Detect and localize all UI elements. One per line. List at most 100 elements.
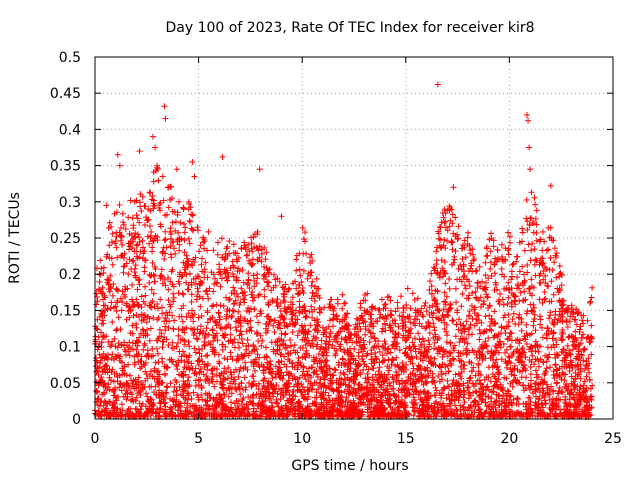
data-point: [487, 265, 494, 272]
data-point: [170, 290, 177, 297]
data-point: [542, 400, 549, 407]
data-point: [135, 234, 142, 241]
data-point: [97, 257, 104, 264]
data-point: [298, 381, 305, 388]
data-point: [106, 219, 113, 226]
data-point: [126, 372, 133, 379]
data-point: [293, 256, 300, 263]
data-point: [589, 284, 596, 291]
data-point: [482, 259, 489, 266]
data-point: [192, 349, 199, 356]
data-point: [467, 374, 474, 381]
data-point: [133, 212, 140, 219]
data-point: [444, 332, 451, 339]
data-point: [167, 251, 174, 258]
data-point: [155, 177, 162, 184]
data-point: [167, 225, 174, 232]
data-point: [526, 386, 533, 393]
data-point: [250, 373, 257, 380]
data-point: [177, 219, 184, 226]
data-point: [286, 285, 293, 292]
data-point: [228, 399, 235, 406]
data-point: [491, 270, 498, 277]
data-point: [185, 338, 192, 345]
data-point: [154, 350, 161, 357]
data-point: [116, 229, 123, 236]
data-point: [273, 382, 280, 389]
data-point: [342, 300, 349, 307]
data-point: [188, 298, 195, 305]
data-point: [414, 312, 421, 319]
data-point: [216, 261, 223, 268]
data-point: [472, 372, 479, 379]
data-point: [195, 288, 202, 295]
data-point: [368, 333, 375, 340]
data-point: [529, 240, 536, 247]
data-point: [210, 288, 217, 295]
data-point: [357, 300, 364, 307]
data-point: [170, 294, 177, 301]
data-point: [217, 372, 224, 379]
data-point: [175, 332, 182, 339]
data-point: [96, 278, 103, 285]
data-point: [339, 291, 346, 298]
data-point: [309, 314, 316, 321]
data-point: [368, 304, 375, 311]
data-point: [552, 311, 559, 318]
data-point: [226, 238, 233, 245]
data-point: [205, 295, 212, 302]
data-point: [475, 360, 482, 367]
data-point: [532, 201, 539, 208]
data-point: [564, 324, 571, 331]
data-point: [448, 362, 455, 369]
data-point: [196, 293, 203, 300]
data-point: [260, 370, 267, 377]
data-point: [418, 349, 425, 356]
data-point: [233, 327, 240, 334]
data-point: [311, 297, 318, 304]
data-point: [361, 345, 368, 352]
data-point: [129, 214, 136, 221]
data-point: [495, 392, 502, 399]
data-point: [199, 295, 206, 302]
data-point: [543, 381, 550, 388]
data-point: [109, 230, 116, 237]
data-point: [440, 273, 447, 280]
data-point: [579, 334, 586, 341]
data-point: [267, 358, 274, 365]
data-point: [464, 234, 471, 241]
data-point: [224, 277, 231, 284]
data-point: [510, 310, 517, 317]
data-point: [205, 228, 212, 235]
data-point: [307, 322, 314, 329]
data-point: [161, 256, 168, 263]
data-point: [524, 226, 531, 233]
data-point: [588, 322, 595, 329]
data-point: [253, 313, 260, 320]
data-point: [150, 178, 157, 185]
data-point: [195, 314, 202, 321]
data-point: [436, 274, 443, 281]
data-point: [503, 346, 510, 353]
data-point: [410, 412, 417, 419]
data-point: [455, 223, 462, 230]
data-point: [243, 328, 250, 335]
data-point: [518, 374, 525, 381]
data-point: [230, 300, 237, 307]
data-point: [294, 332, 301, 339]
data-point: [144, 233, 151, 240]
data-point: [139, 237, 146, 244]
data-point: [149, 298, 156, 305]
data-point: [97, 354, 104, 361]
data-point: [196, 248, 203, 255]
data-point: [396, 346, 403, 353]
data-point: [394, 299, 401, 306]
data-point: [482, 399, 489, 406]
data-point: [527, 363, 534, 370]
data-point: [461, 272, 468, 279]
data-point: [154, 301, 161, 308]
data-point: [172, 250, 179, 257]
data-point: [415, 330, 422, 337]
data-point: [389, 342, 396, 349]
data-point: [194, 336, 201, 343]
